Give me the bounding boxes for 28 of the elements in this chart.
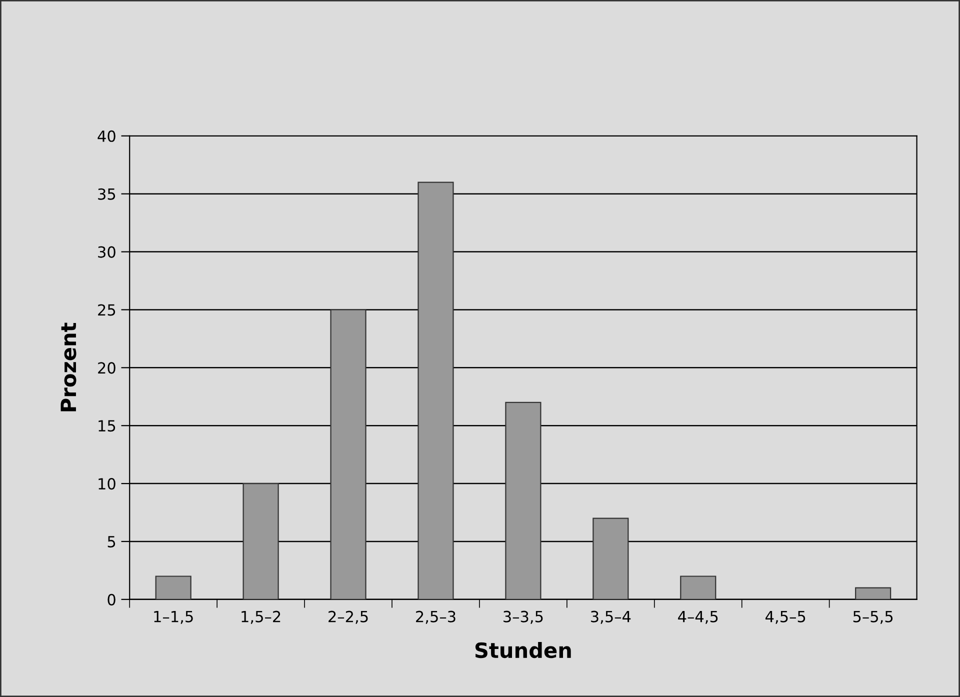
y-tick-label: 35 <box>98 188 116 200</box>
y-tick-label: 5 <box>108 536 116 548</box>
bar <box>418 182 454 600</box>
x-tick-label: 3,5–4 <box>591 610 631 624</box>
x-tick-label: 1–1,5 <box>154 611 193 624</box>
bar <box>330 309 366 600</box>
x-tick-label: 4,5–5 <box>766 611 806 624</box>
y-tick-label: 25 <box>98 304 116 316</box>
x-tick-label: 5–5,5 <box>853 611 893 624</box>
bar <box>155 576 192 600</box>
x-tick-label: 3–3,5 <box>504 610 543 624</box>
bar <box>855 587 892 600</box>
y-tick-label: 40 <box>98 130 116 142</box>
bar <box>592 518 629 600</box>
x-tick-label: 4–4,5 <box>678 611 718 624</box>
y-tick-label: 30 <box>98 246 116 258</box>
bar <box>505 402 542 600</box>
y-tick-label: 10 <box>98 478 116 490</box>
x-tick-label: 2,5–3 <box>416 610 456 624</box>
y-axis-title: Prozent <box>60 322 76 412</box>
x-tick-label: 2–2,5 <box>328 610 368 624</box>
x-axis-title: Stunden <box>475 642 571 658</box>
y-tick-label: 20 <box>98 362 116 374</box>
x-tick-label: 1,5–2 <box>242 610 280 624</box>
y-tick-label: 15 <box>98 420 116 432</box>
bar <box>242 482 279 600</box>
bar <box>680 576 716 600</box>
y-tick-label: 0 <box>108 594 116 606</box>
